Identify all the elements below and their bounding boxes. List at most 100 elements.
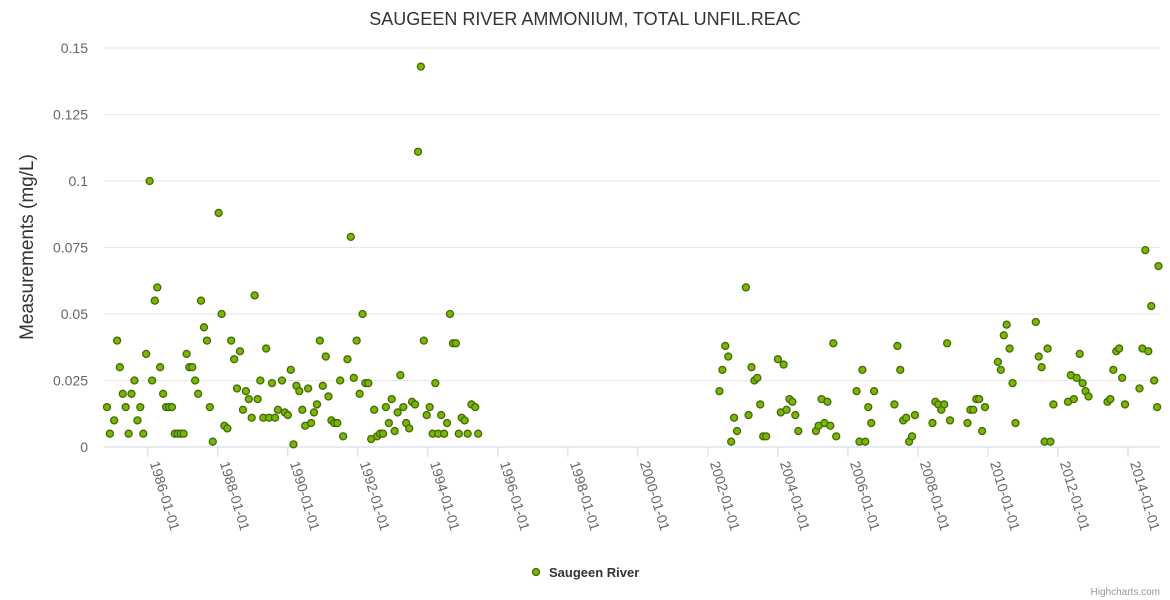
data-point[interactable] — [1078, 379, 1087, 388]
data-point[interactable] — [230, 355, 239, 364]
data-point[interactable] — [741, 283, 751, 292]
data-point[interactable] — [387, 394, 396, 404]
data-point[interactable] — [343, 355, 352, 364]
data-point[interactable] — [451, 339, 460, 348]
data-point[interactable] — [1049, 400, 1058, 409]
data-point[interactable] — [352, 336, 361, 345]
data-point[interactable] — [1141, 246, 1150, 255]
data-point[interactable] — [890, 400, 899, 409]
data-point[interactable] — [756, 400, 765, 409]
data-point[interactable] — [977, 426, 987, 436]
data-point[interactable] — [118, 389, 127, 398]
data-point[interactable] — [262, 344, 271, 353]
data-point[interactable] — [442, 418, 452, 428]
data-point[interactable] — [179, 429, 188, 438]
data-point[interactable] — [324, 392, 333, 401]
data-point[interactable] — [256, 376, 265, 385]
data-point[interactable] — [136, 402, 145, 412]
data-point[interactable] — [893, 341, 902, 351]
data-point[interactable] — [399, 402, 408, 412]
data-point[interactable] — [232, 384, 242, 393]
data-point[interactable] — [193, 389, 203, 398]
data-point[interactable] — [869, 386, 879, 396]
data-point[interactable] — [963, 418, 972, 428]
data-point[interactable] — [223, 424, 232, 433]
data-point[interactable] — [419, 336, 428, 345]
data-point[interactable] — [364, 379, 373, 388]
data-point[interactable] — [336, 376, 345, 385]
data-point[interactable] — [413, 147, 423, 156]
data-point[interactable] — [153, 283, 162, 292]
data-point[interactable] — [896, 365, 905, 375]
data-point[interactable] — [1031, 317, 1040, 327]
data-point[interactable] — [214, 208, 223, 218]
data-point[interactable] — [823, 397, 832, 406]
data-point[interactable] — [390, 426, 399, 436]
data-point[interactable] — [393, 408, 402, 417]
data-point[interactable] — [1005, 344, 1014, 353]
data-point[interactable] — [1069, 394, 1078, 404]
data-point[interactable] — [303, 384, 313, 393]
data-point[interactable] — [940, 400, 949, 409]
data-point[interactable] — [460, 416, 469, 425]
data-point[interactable] — [133, 416, 142, 425]
data-point[interactable] — [127, 389, 136, 398]
data-point[interactable] — [724, 352, 733, 361]
data-point[interactable] — [378, 429, 388, 438]
data-point[interactable] — [732, 426, 742, 436]
data-point[interactable] — [1008, 379, 1017, 388]
data-point[interactable] — [102, 402, 112, 412]
data-point[interactable] — [1150, 376, 1159, 385]
data-point[interactable] — [396, 371, 405, 380]
data-point[interactable] — [315, 336, 324, 345]
data-point[interactable] — [235, 347, 245, 356]
data-point[interactable] — [1011, 418, 1020, 428]
data-point[interactable] — [928, 418, 937, 428]
data-point[interactable] — [788, 397, 797, 406]
data-point[interactable] — [1147, 301, 1156, 311]
data-point[interactable] — [312, 400, 322, 409]
data-point[interactable] — [996, 365, 1005, 375]
data-point[interactable] — [208, 437, 217, 446]
data-point[interactable] — [227, 336, 236, 345]
data-point[interactable] — [773, 355, 783, 364]
data-point[interactable] — [110, 416, 119, 425]
data-point[interactable] — [1002, 320, 1011, 329]
data-point[interactable] — [370, 405, 379, 414]
data-point[interactable] — [188, 363, 197, 372]
data-point[interactable] — [147, 376, 157, 385]
data-point[interactable] — [150, 296, 159, 305]
data-point[interactable] — [156, 363, 165, 372]
data-point[interactable] — [782, 405, 791, 414]
data-point[interactable] — [277, 376, 287, 385]
data-point[interactable] — [381, 402, 391, 412]
data-point[interactable] — [139, 429, 148, 438]
data-point[interactable] — [270, 413, 280, 422]
legend[interactable]: Saugeen River — [531, 565, 640, 580]
data-point[interactable] — [1117, 373, 1127, 382]
data-point[interactable] — [241, 386, 250, 396]
data-point[interactable] — [454, 429, 463, 438]
data-point[interactable] — [318, 381, 327, 390]
data-point[interactable] — [247, 413, 256, 422]
data-point[interactable] — [907, 432, 917, 441]
data-point[interactable] — [202, 336, 212, 345]
data-point[interactable] — [321, 352, 330, 361]
data-point[interactable] — [474, 429, 483, 438]
data-point[interactable] — [832, 432, 841, 441]
data-point[interactable] — [190, 376, 200, 385]
data-point[interactable] — [384, 418, 393, 428]
data-point[interactable] — [721, 341, 730, 351]
data-point[interactable] — [729, 413, 739, 422]
data-point[interactable] — [910, 410, 920, 420]
data-point[interactable] — [295, 386, 304, 396]
data-point[interactable] — [124, 429, 133, 438]
data-point[interactable] — [196, 296, 206, 305]
data-point[interactable] — [794, 426, 803, 436]
data-point[interactable] — [199, 323, 209, 332]
data-point[interactable] — [437, 410, 446, 420]
data-point[interactable] — [715, 386, 724, 396]
data-point[interactable] — [130, 376, 139, 385]
data-point[interactable] — [471, 402, 480, 412]
data-point[interactable] — [158, 389, 168, 398]
